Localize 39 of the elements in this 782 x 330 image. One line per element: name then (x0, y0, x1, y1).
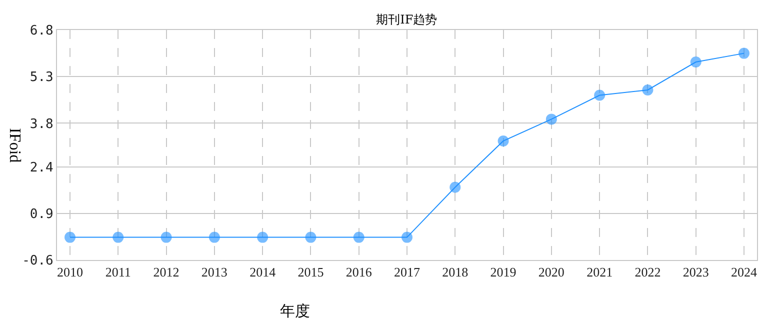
y-tick-label: 2.4 (30, 160, 54, 176)
point (257, 232, 268, 243)
x-tick-label: 2024 (731, 264, 758, 280)
y-tick-label: -0.6 (22, 254, 54, 269)
point (498, 135, 509, 146)
x-tick-label: 2019 (490, 264, 516, 280)
point (546, 114, 557, 125)
y-tick-label: 0.9 (30, 206, 54, 222)
point (208, 232, 220, 243)
point (64, 232, 76, 243)
x-tick-label: 2021 (586, 264, 613, 280)
point (738, 48, 750, 59)
y-tick-label: 3.8 (30, 116, 54, 132)
x-tick-label: 2017 (394, 264, 420, 280)
x-tick-label: 2011 (105, 264, 131, 280)
x-tick-label: 2016 (346, 264, 372, 280)
x-tick-label: 2018 (442, 264, 468, 280)
point (305, 232, 316, 243)
x-tick-label: 2022 (634, 264, 661, 280)
y-tick-label: 6.8 (30, 24, 54, 39)
point (402, 232, 412, 243)
point (112, 232, 124, 243)
x-tick-label: 2023 (682, 264, 709, 280)
x-tick-label: 2015 (298, 264, 324, 280)
point (450, 182, 461, 193)
point (642, 84, 654, 96)
chart-title: 期刊IF趋势 (376, 12, 438, 26)
x-tick-label: 2014 (250, 264, 276, 280)
point (690, 56, 702, 68)
x-tick-label: 2012 (153, 264, 180, 280)
y-axis-title: IFoid (6, 128, 23, 163)
point (353, 232, 364, 243)
y-tick-label: 5.3 (30, 70, 54, 86)
x-tick-label: 2013 (201, 264, 228, 280)
x-tick-label: 2020 (538, 264, 564, 280)
point (160, 232, 172, 243)
point (594, 90, 606, 101)
x-axis-title: 年度 (280, 302, 310, 320)
x-tick-label: 2010 (57, 264, 83, 280)
